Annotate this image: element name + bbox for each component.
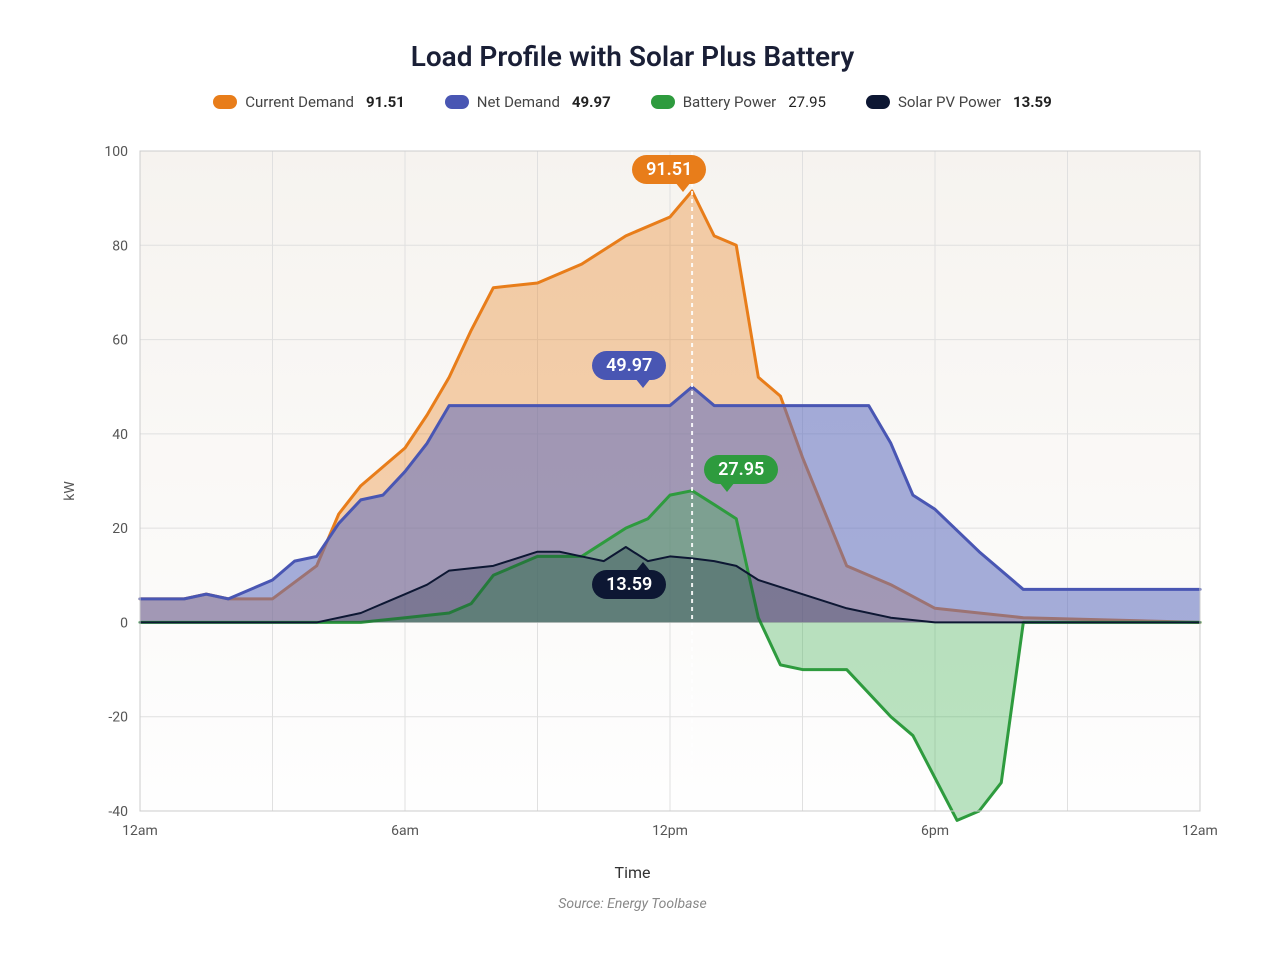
callout-solar: 13.59 (592, 570, 666, 599)
legend-label: Net Demand (477, 93, 560, 111)
legend-swatch (213, 95, 237, 109)
callout-battery: 27.95 (704, 455, 778, 484)
svg-text:-40: -40 (108, 804, 128, 820)
load-profile-chart: Load Profile with Solar Plus Battery Cur… (20, 20, 1245, 932)
chart-title: Load Profile with Solar Plus Battery (60, 40, 1205, 73)
y-axis-label: kW (62, 481, 78, 501)
legend-swatch (651, 95, 675, 109)
chart-plot-area: kW -40-2002040608010012am6am12pm6pm12am … (60, 131, 1205, 851)
legend-label: Battery Power (683, 93, 777, 111)
chart-legend: Current Demand 91.51 Net Demand 49.97 Ba… (60, 93, 1205, 111)
svg-text:100: 100 (104, 144, 128, 160)
chart-source: Source: Energy Toolbase (60, 896, 1205, 912)
svg-text:-20: -20 (108, 710, 128, 726)
svg-text:20: 20 (112, 521, 128, 537)
legend-item-net[interactable]: Net Demand 49.97 (445, 93, 611, 111)
legend-item-solar[interactable]: Solar PV Power 13.59 (866, 93, 1052, 111)
svg-text:12pm: 12pm (652, 823, 688, 839)
legend-value: 13.59 (1013, 93, 1052, 111)
legend-item-battery[interactable]: Battery Power 27.95 (651, 93, 826, 111)
legend-item-current[interactable]: Current Demand 91.51 (213, 93, 405, 111)
svg-text:12am: 12am (122, 823, 158, 839)
legend-value: 91.51 (366, 93, 405, 111)
callout-current: 91.51 (632, 155, 706, 184)
legend-label: Solar PV Power (898, 93, 1001, 111)
chart-svg: -40 -20 0 20 40 60 80 100 12am 6am 12pm 6pm 12am (60, 131, 1220, 851)
x-axis-label: Time (60, 863, 1205, 882)
svg-text:80: 80 (112, 238, 128, 254)
legend-swatch (445, 95, 469, 109)
svg-text:6am: 6am (391, 823, 419, 839)
legend-label: Current Demand (245, 93, 354, 111)
callout-net: 49.97 (592, 351, 666, 380)
svg-text:60: 60 (112, 333, 128, 349)
svg-text:40: 40 (112, 427, 128, 443)
legend-value: 27.95 (788, 93, 826, 111)
legend-swatch (866, 95, 890, 109)
svg-text:6pm: 6pm (921, 823, 949, 839)
svg-text:12am: 12am (1182, 823, 1218, 839)
legend-value: 49.97 (572, 93, 611, 111)
svg-text:0: 0 (120, 615, 128, 631)
